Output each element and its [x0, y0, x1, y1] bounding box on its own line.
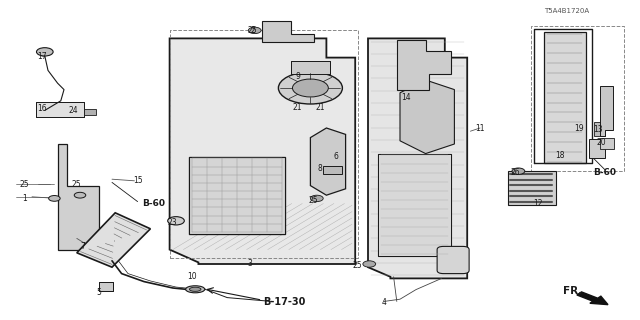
Polygon shape — [600, 86, 613, 136]
Text: 25: 25 — [72, 180, 82, 188]
Polygon shape — [77, 213, 150, 267]
Circle shape — [363, 261, 376, 267]
Polygon shape — [397, 40, 451, 90]
Text: 8: 8 — [317, 164, 323, 172]
Text: 25: 25 — [19, 180, 29, 188]
Circle shape — [310, 195, 323, 202]
Text: 23: 23 — [168, 218, 178, 227]
Text: 25: 25 — [352, 261, 362, 270]
Bar — [594, 122, 605, 136]
Text: 15: 15 — [132, 176, 143, 185]
Ellipse shape — [189, 287, 201, 291]
Text: 17: 17 — [36, 52, 47, 60]
FancyArrow shape — [577, 292, 608, 305]
Text: B-60: B-60 — [593, 168, 616, 177]
Text: 6: 6 — [333, 152, 339, 161]
Bar — [323, 166, 342, 174]
Polygon shape — [400, 80, 454, 154]
Text: 2: 2 — [250, 26, 255, 35]
Text: 20: 20 — [596, 138, 607, 147]
Text: 11: 11 — [476, 124, 484, 132]
Text: 24: 24 — [68, 106, 79, 115]
Circle shape — [74, 192, 86, 198]
Text: 25: 25 — [248, 26, 258, 35]
Text: 13: 13 — [593, 125, 604, 134]
Bar — [189, 157, 285, 234]
Text: 4: 4 — [381, 298, 387, 307]
Polygon shape — [58, 144, 99, 250]
Text: 21: 21 — [316, 103, 324, 112]
Text: 9: 9 — [295, 72, 300, 81]
Text: 26: 26 — [510, 168, 520, 177]
Circle shape — [512, 168, 525, 174]
Text: 18: 18 — [556, 151, 564, 160]
Text: 14: 14 — [401, 93, 412, 102]
FancyBboxPatch shape — [437, 246, 469, 274]
Text: 12: 12 — [533, 199, 542, 208]
Circle shape — [248, 27, 261, 34]
Circle shape — [292, 79, 328, 97]
Bar — [508, 171, 556, 205]
Text: FR.: FR. — [563, 286, 582, 296]
Bar — [291, 61, 330, 74]
Polygon shape — [262, 21, 314, 42]
Bar — [544, 32, 586, 163]
Text: 19: 19 — [574, 124, 584, 132]
Polygon shape — [368, 38, 467, 278]
Circle shape — [49, 196, 60, 201]
Bar — [99, 282, 113, 291]
Bar — [378, 154, 451, 256]
Polygon shape — [310, 128, 346, 195]
Text: 10: 10 — [187, 272, 197, 281]
Text: 5: 5 — [97, 288, 102, 297]
Bar — [36, 102, 84, 117]
Bar — [589, 139, 605, 158]
Bar — [84, 109, 96, 115]
Ellipse shape — [186, 286, 205, 293]
Circle shape — [36, 48, 53, 56]
Polygon shape — [170, 38, 355, 264]
Text: 21: 21 — [293, 103, 302, 112]
Text: 3: 3 — [247, 260, 252, 268]
Text: 25: 25 — [308, 196, 319, 204]
Circle shape — [278, 72, 342, 104]
Text: B-17-30: B-17-30 — [264, 297, 306, 308]
Text: 16: 16 — [36, 104, 47, 113]
Text: 7: 7 — [81, 242, 86, 251]
Text: B-60: B-60 — [142, 199, 165, 208]
Circle shape — [168, 217, 184, 225]
Bar — [600, 138, 614, 149]
Text: 1: 1 — [22, 194, 27, 203]
Text: T5A4B1720A: T5A4B1720A — [544, 8, 589, 14]
